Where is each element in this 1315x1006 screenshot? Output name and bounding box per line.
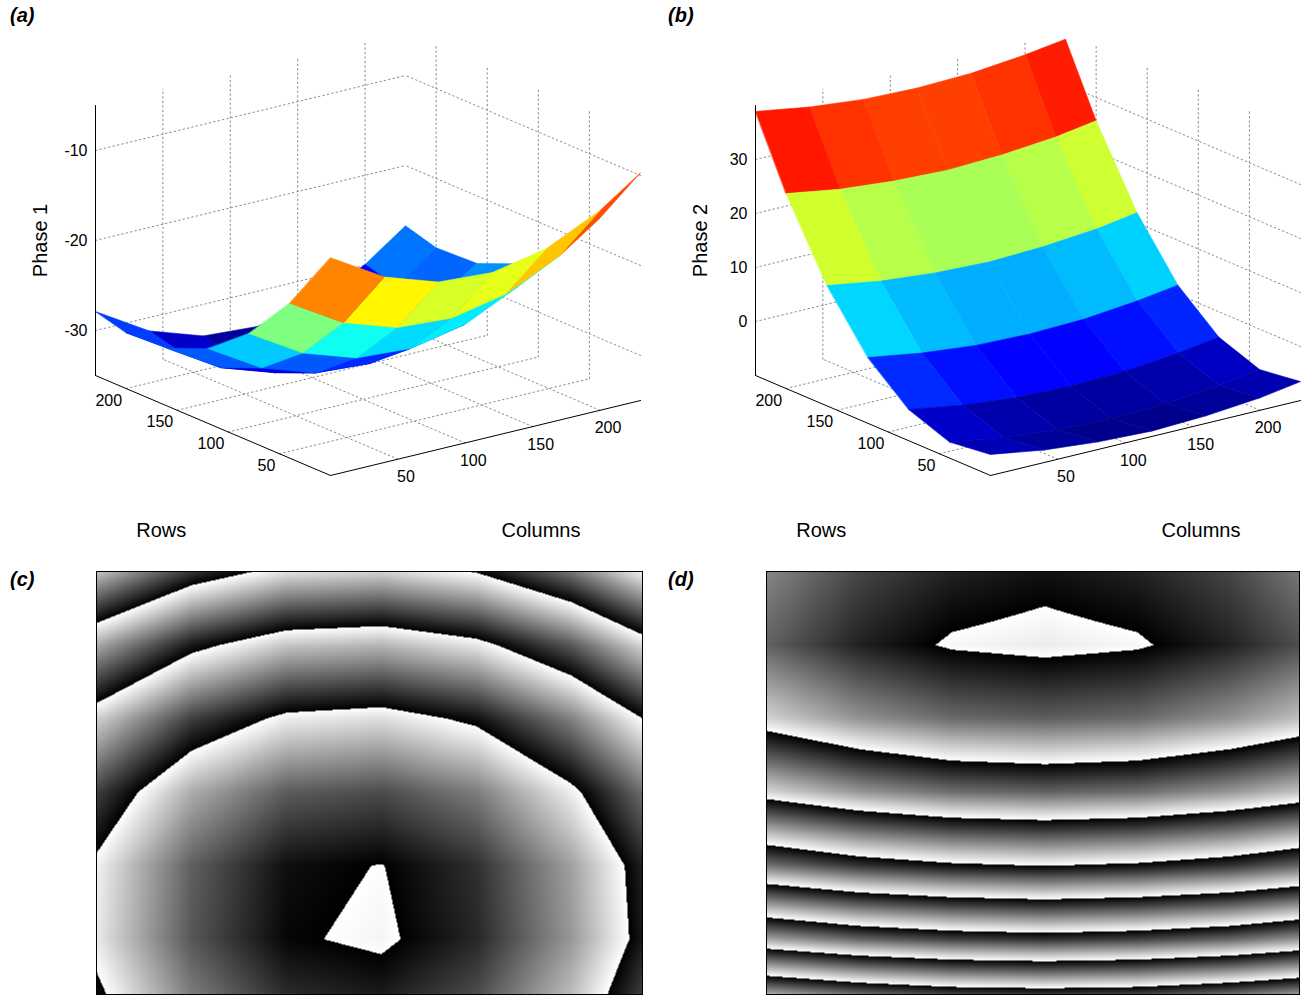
svg-text:200: 200 (95, 392, 122, 409)
svg-text:150: 150 (807, 413, 834, 430)
svg-text:Phase 1: Phase 1 (29, 204, 51, 277)
svg-text:150: 150 (147, 413, 174, 430)
svg-text:Rows: Rows (796, 519, 846, 541)
svg-text:Phase 2: Phase 2 (689, 204, 711, 277)
svg-text:-10: -10 (64, 142, 87, 159)
svg-text:Columns: Columns (1162, 519, 1241, 541)
svg-text:-30: -30 (64, 322, 87, 339)
html-text:(d): (d) (668, 568, 694, 590)
svg-text:Columns: Columns (502, 519, 581, 541)
svg-text:100: 100 (1120, 452, 1147, 469)
svg-text:20: 20 (730, 205, 748, 222)
svg-text:150: 150 (527, 436, 554, 453)
svg-text:100: 100 (198, 435, 225, 452)
svg-text:100: 100 (858, 435, 885, 452)
svg-text:200: 200 (595, 419, 622, 436)
svg-text:30: 30 (730, 151, 748, 168)
html-text:(a): (a) (10, 4, 35, 26)
svg-text:Rows: Rows (136, 519, 186, 541)
svg-text:10: 10 (730, 259, 748, 276)
svg-text:0: 0 (739, 313, 748, 330)
svg-text:200: 200 (755, 392, 782, 409)
svg-text:50: 50 (918, 457, 936, 474)
svg-text:150: 150 (1187, 436, 1214, 453)
svg-text:50: 50 (397, 468, 415, 485)
svg-text:-20: -20 (64, 232, 87, 249)
svg-text:50: 50 (1057, 468, 1075, 485)
html-text:(b): (b) (668, 4, 694, 26)
svg-text:100: 100 (460, 452, 487, 469)
html-text:(c): (c) (10, 568, 35, 590)
svg-text:200: 200 (1255, 419, 1282, 436)
svg-text:50: 50 (258, 457, 276, 474)
